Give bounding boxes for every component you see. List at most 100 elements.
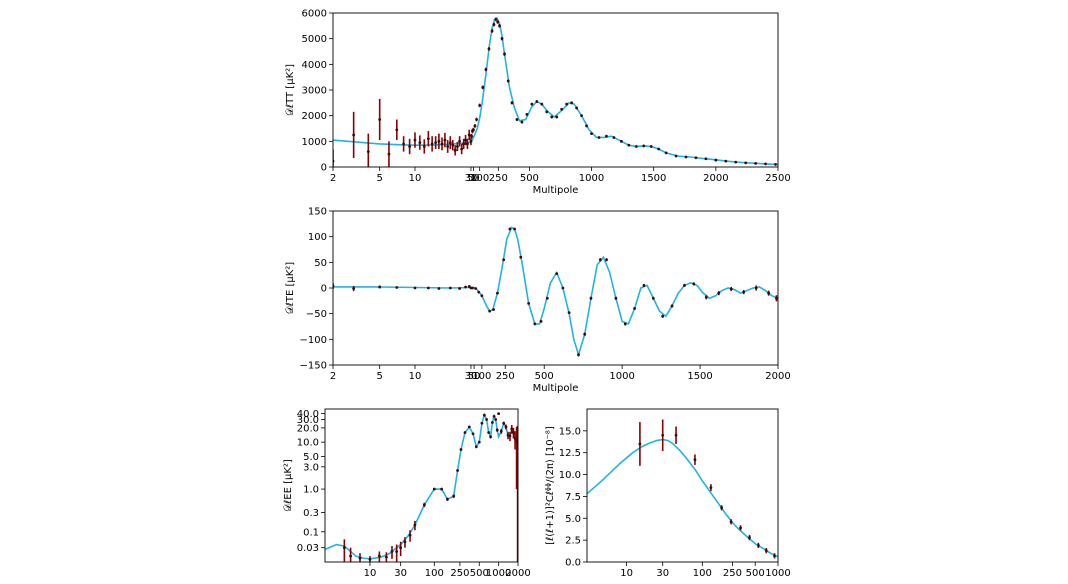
- data-point: [503, 52, 506, 56]
- data-point: [474, 287, 478, 290]
- y-tick-label: 3.0: [303, 462, 319, 473]
- y-tick-label: 0.1: [303, 527, 319, 538]
- y-tick-label: 10.0: [297, 438, 319, 449]
- data-point: [661, 433, 665, 437]
- x-tick-label: 10: [364, 568, 377, 579]
- data-point: [484, 68, 488, 71]
- data-point: [513, 227, 516, 231]
- data-point: [437, 287, 441, 290]
- data-point: [440, 142, 444, 146]
- data-point: [510, 101, 514, 105]
- data-point: [413, 286, 417, 290]
- data-point: [453, 148, 457, 152]
- data-point: [577, 353, 580, 357]
- data-point: [510, 427, 514, 431]
- data-point: [520, 120, 524, 124]
- y-axis-label: 𝒟ℓEE [μK²]: [283, 459, 294, 512]
- axes-frame: [324, 408, 519, 563]
- y-tick-label: 10.0: [559, 470, 581, 481]
- data-point: [456, 469, 459, 472]
- x-tick-label: 5: [376, 371, 382, 382]
- x-tick-label: 1500: [687, 371, 712, 382]
- data-point: [496, 20, 500, 24]
- data-point: [464, 138, 467, 142]
- x-tick-label: 500: [746, 568, 765, 579]
- data-point: [567, 311, 571, 315]
- x-tick-label: 1500: [641, 173, 666, 184]
- data-point: [426, 286, 430, 290]
- x-tick-label: 30: [394, 568, 407, 579]
- data-point: [408, 145, 412, 148]
- data-point: [717, 291, 721, 295]
- data-point: [590, 132, 593, 136]
- data-point: [490, 29, 494, 33]
- y-tick-label: 0: [321, 163, 327, 174]
- x-tick-label: 100: [693, 568, 712, 579]
- data-point: [440, 487, 444, 491]
- data-point: [492, 414, 496, 418]
- data-point: [432, 487, 436, 491]
- x-tick-label: 2500: [765, 173, 790, 184]
- data-point: [488, 309, 492, 313]
- data-point: [512, 431, 515, 434]
- data-point: [349, 554, 353, 558]
- data-point: [720, 506, 724, 510]
- data-point: [471, 432, 475, 436]
- model-curve: [325, 412, 518, 560]
- data-point: [664, 151, 668, 155]
- x-tick-label: 10: [620, 568, 633, 579]
- data-point: [612, 136, 616, 139]
- x-tick-label: 250: [450, 568, 469, 579]
- y-tick-label: 6000: [302, 9, 327, 20]
- data-point: [463, 431, 467, 434]
- y-axis-label: 𝒟ℓTT [μK²]: [285, 64, 296, 116]
- data-point: [756, 543, 760, 547]
- data-point: [487, 47, 491, 51]
- data-point: [598, 258, 602, 262]
- x-tick-label: 10: [409, 371, 422, 382]
- data-point: [580, 114, 583, 118]
- data-point: [535, 100, 539, 103]
- data-point: [729, 287, 733, 291]
- x-tick-label: 10: [409, 173, 422, 184]
- data-point: [451, 143, 455, 147]
- data-point: [418, 141, 422, 145]
- data-point: [605, 258, 608, 262]
- y-tick-label: 7.5: [565, 492, 581, 503]
- data-point: [466, 142, 469, 146]
- data-point: [395, 550, 399, 553]
- model-curve: [333, 226, 778, 358]
- data-point: [674, 433, 678, 437]
- data-point: [448, 141, 452, 145]
- x-tick-label: 5: [376, 173, 382, 184]
- data-point: [550, 115, 554, 119]
- data-point: [704, 295, 708, 299]
- data-point: [724, 159, 728, 163]
- data-point: [670, 304, 674, 308]
- x-tick-label: 2000: [765, 371, 790, 382]
- y-tick-label: 0.3: [303, 508, 319, 519]
- data-point: [623, 322, 627, 326]
- data-point: [545, 296, 549, 300]
- y-tick-label: 100: [308, 232, 327, 243]
- data-point: [489, 435, 492, 439]
- data-point: [395, 286, 399, 289]
- data-point: [482, 413, 486, 417]
- x-tick-label: 2: [330, 173, 336, 184]
- data-point: [378, 285, 382, 289]
- data-point: [742, 290, 746, 294]
- y-tick-label: 5000: [302, 34, 327, 45]
- data-point: [642, 284, 646, 287]
- data-point: [499, 429, 503, 433]
- x-tick-label: 250: [496, 371, 515, 382]
- data-point: [748, 536, 751, 539]
- data-point: [597, 136, 601, 139]
- data-point: [674, 154, 678, 158]
- data-point: [481, 86, 485, 89]
- model-curve: [333, 17, 778, 166]
- data-point: [352, 133, 356, 137]
- data-point: [472, 128, 475, 132]
- data-point: [774, 163, 777, 166]
- x-axis-label: Multipole: [533, 383, 579, 394]
- x-tick-label: 50: [467, 173, 480, 184]
